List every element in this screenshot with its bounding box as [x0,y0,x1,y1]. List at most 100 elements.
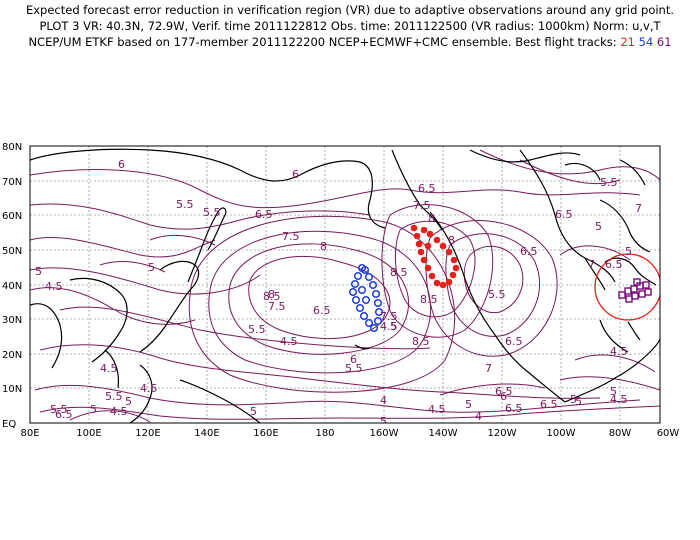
contour-label: 6.5 [505,402,523,415]
contour-label: 6.5 [555,208,573,221]
contour-label: 6.5 [255,208,273,221]
contour-label: 5 [35,265,42,278]
plot-frame [29,145,661,424]
contour-label: 8 [428,212,435,225]
contour-label: 4.5 [610,345,628,358]
contour-label: 5 [148,261,155,274]
contour-label: 5.5 [105,390,123,403]
contour-label: 6.5 [55,408,73,421]
contour-label: 6 [500,390,507,403]
contour-label: 5.5 [248,323,266,336]
flight-track-54 [348,263,384,333]
contour-label: 5 [575,395,582,408]
latitude-labels: EQ 10N 20N 30N 40N 50N 60N 70N 80N [2,142,22,430]
coastlines [30,148,660,423]
lon-label: 100E [76,428,101,439]
contour-label: 6.5 [495,385,513,398]
contour-label: 7.5 [282,230,300,243]
contour-label: 6.5 [418,182,436,195]
contour-label: 4.5 [380,320,398,333]
contour-label: 5 [380,415,387,428]
contour-label: 6.5 [520,245,538,258]
contour-label: 4.5 [140,382,158,395]
contour-label: 5.5 [488,288,506,301]
contour-label: 4.5 [428,403,446,416]
contour-label: 8.5 [420,293,438,306]
lat-label: 40N [2,281,22,292]
lat-label: 10N [2,384,22,395]
flight-track-21 [410,224,460,289]
track-id-54: 54 [638,35,654,49]
title-line-3-prefix: NCEP/UM ETKF based on 177-member 2011122… [28,35,617,49]
lon-label: 140E [194,428,219,439]
lat-label: 70N [2,177,22,188]
contour-label: 6 [292,168,299,181]
contour-label: 5 [125,395,132,408]
contour-label: 5 [595,220,602,233]
contour-label: 5.5 [176,198,194,211]
contour-label: 5 [625,245,632,258]
lon-label: 160E [253,428,278,439]
contour-label: 5 [570,393,577,406]
lon-label: 120E [135,428,160,439]
lon-label: 60W [657,428,680,439]
longitude-labels: 80E 100E 120E 140E 160E 180 160W 140W 12… [20,428,679,439]
contour-label: 5 [250,405,257,418]
title-line-3: NCEP/UM ETKF based on 177-member 2011122… [0,34,700,50]
lat-label: 60N [2,211,22,222]
contour-label: 6.5 [505,335,523,348]
track-id-21: 21 [620,35,635,49]
contour-label: 8 [320,240,327,253]
contour-label: 5.5 [50,403,68,416]
contour-label: 7 [588,258,595,271]
lon-label: 80E [20,428,39,439]
contour-label: 7 [635,202,642,215]
contour-label: 6 [118,158,125,171]
verification-region-circle [594,253,660,321]
contour-lines [30,149,660,423]
track-id-61: 61 [656,35,672,49]
title-line-2: PLOT 3 VR: 40.3N, 72.9W, Verif. time 201… [39,19,661,33]
contour-label: 6.5 [605,258,623,271]
contour-label: 4.5 [100,362,118,375]
lat-label: 20N [2,350,22,361]
contour-label: 4.5 [110,405,128,418]
contour-label: 7 [485,362,492,375]
contour-label: 5 [390,320,397,333]
contour-label: 8 [448,234,455,247]
contour-label: 5.5 [203,206,221,219]
title-line-1: Expected forecast error reduction in ver… [25,3,675,17]
lon-label: 80W [609,428,632,439]
lon-label: 140W [429,428,458,439]
contour-label: 8.5 [263,290,281,303]
contour-label: 5 [610,385,617,398]
lon-label: 120W [488,428,517,439]
lat-label: 30N [2,315,22,326]
contour-label: 5.5 [600,176,618,189]
lon-label: 160W [370,428,399,439]
lat-label: 50N [2,246,22,257]
contour-label: 7.5 [413,199,431,212]
contour-label: 7.5 [380,310,398,323]
lat-label: 80N [2,142,22,153]
contour-label: 4 [475,410,482,423]
contour-label: 4 [380,394,387,407]
contour-label: 8 [268,288,275,301]
contour-label: 4.5 [45,280,63,293]
contour-label: 4.5 [610,393,628,406]
lon-label: 100W [547,428,576,439]
contour-label: 6.5 [540,398,558,411]
contour-label: 8.5 [390,266,408,279]
contour-label: 7.5 [268,300,286,313]
contour-label: 5.5 [345,362,363,375]
contour-label: 8.5 [412,335,430,348]
contour-label: 5 [90,403,97,416]
grid-lines [30,146,660,423]
contour-label: 4.5 [280,335,298,348]
lat-label: EQ [2,419,16,430]
contour-label: 6 [350,353,357,366]
contour-label: 5 [465,398,472,411]
contour-label: 6.5 [313,304,331,317]
